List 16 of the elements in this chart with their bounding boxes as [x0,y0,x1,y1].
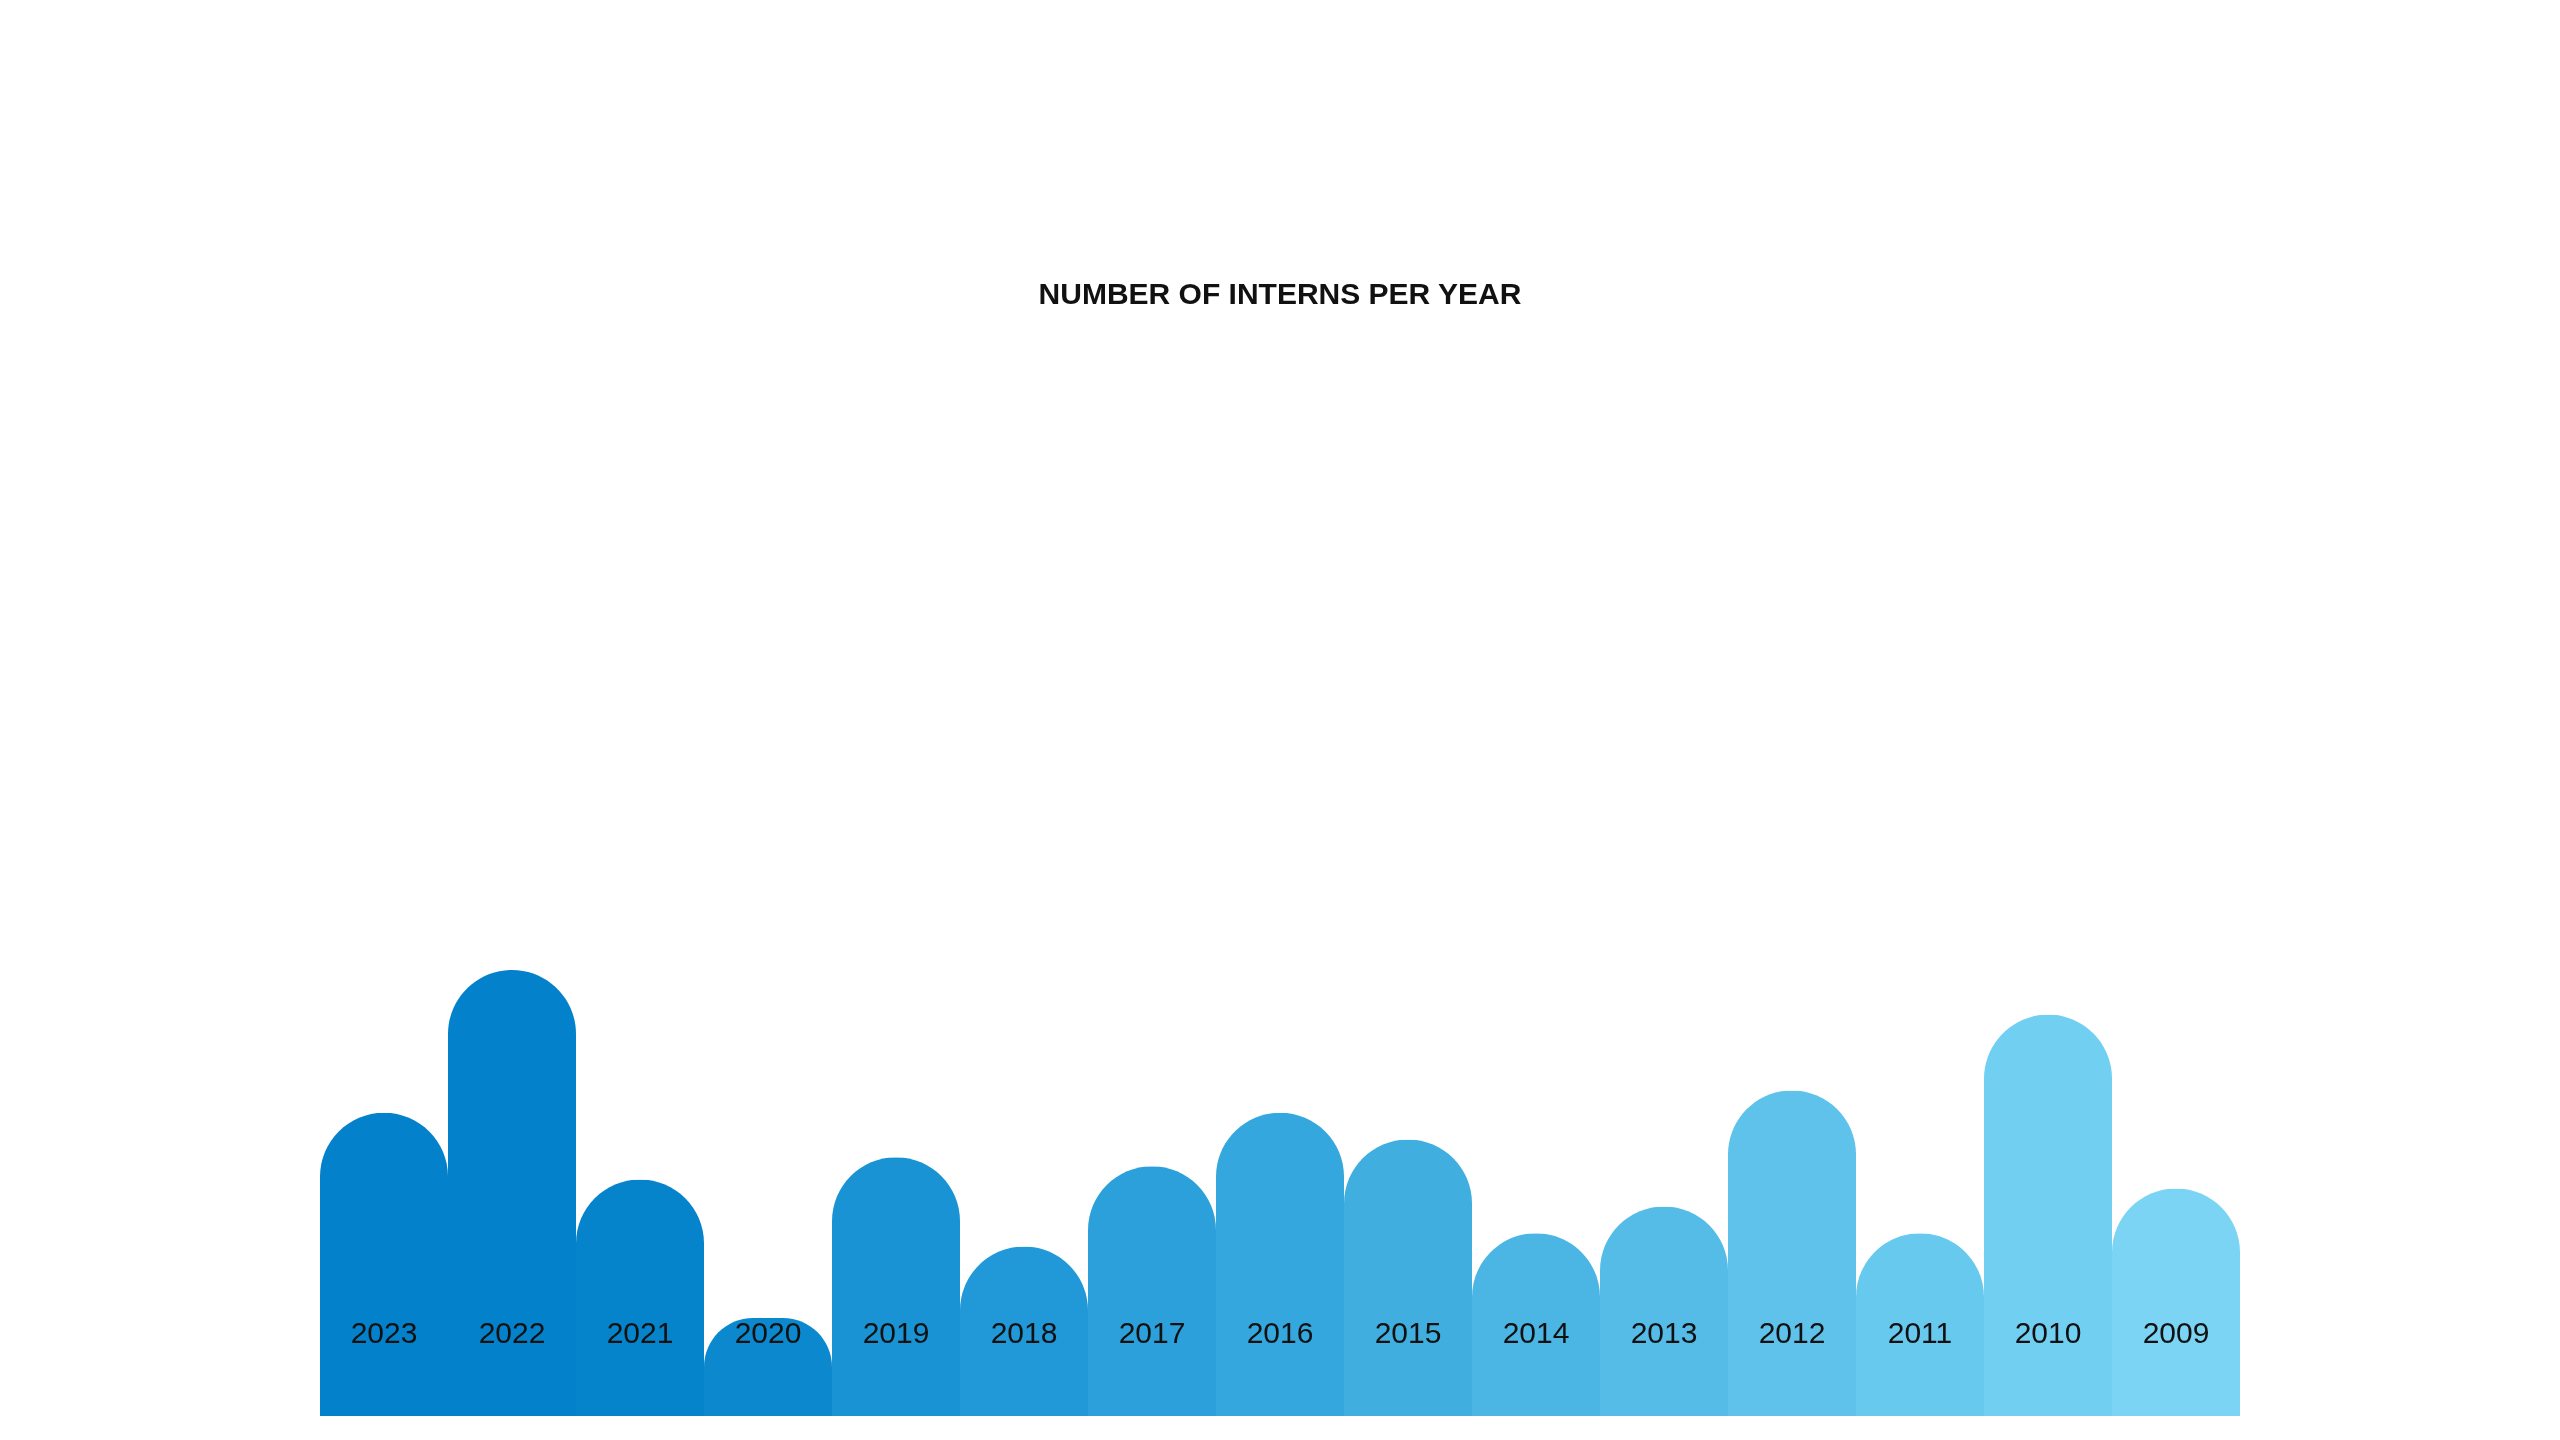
x-tick-label: 2013 [1630,1316,1698,1349]
x-tick-label: 2010 [2014,1316,2082,1349]
x-tick-label: 2012 [1758,1316,1826,1349]
x-tick-label: 2021 [606,1316,674,1349]
x-tick-label: 2023 [350,1316,418,1349]
x-tick-label: 2009 [2142,1316,2210,1349]
x-tick-label: 2016 [1246,1316,1314,1349]
x-tick-label: 2017 [1118,1316,1186,1349]
x-tick-label: 2011 [1887,1316,1953,1349]
x-tick-label: 2018 [990,1316,1058,1349]
x-tick-label: 2020 [734,1316,802,1349]
chart-title: NUMBER OF INTERNS PER YEAR [1038,277,1522,310]
x-tick-label: 2015 [1374,1316,1442,1349]
x-tick-label: 2022 [478,1316,546,1349]
x-tick-label: 2019 [862,1316,930,1349]
x-tick-label: 2014 [1502,1316,1570,1349]
